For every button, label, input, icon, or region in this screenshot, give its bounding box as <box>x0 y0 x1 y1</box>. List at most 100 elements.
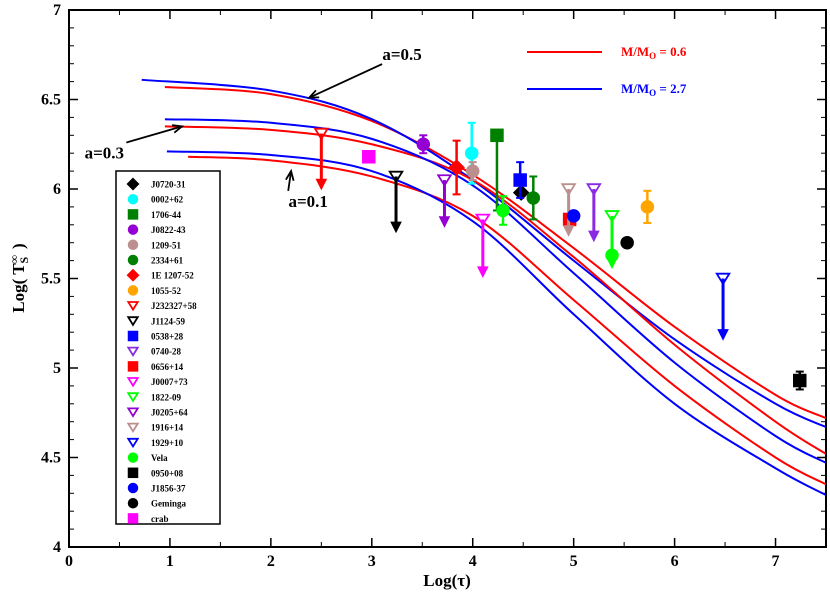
legend-label: J1856-37 <box>151 484 186 494</box>
annotation-arrowhead <box>172 124 185 134</box>
y-tick-label: 5.5 <box>41 271 61 288</box>
legend-marker <box>126 407 140 418</box>
legend-marker <box>127 482 139 494</box>
legend-marker <box>127 467 139 479</box>
annotation-label: a=0.3 <box>85 144 124 163</box>
y-axis-title: Log( TS∞ ) <box>7 243 31 312</box>
point-j0007-73 <box>474 213 491 227</box>
data-points <box>313 121 807 391</box>
upper-limit-arrowhead <box>477 266 489 279</box>
point-0002-62 <box>464 146 479 160</box>
mass-legend-label: M/MO = 2.7 <box>621 81 687 98</box>
legend-marker <box>127 452 139 463</box>
legend-label: 1706-44 <box>151 210 181 220</box>
legend-label: 0002+62 <box>151 195 184 205</box>
legend-marker <box>126 377 140 388</box>
point-1929-10 <box>715 272 731 286</box>
point-geminga <box>620 235 634 250</box>
y-tick-label: 7 <box>53 2 61 19</box>
point-1706-44 <box>490 128 504 143</box>
legend-marker <box>127 224 139 235</box>
legend: J0720-31 0002+62 1706-44 J0822-43 1209-51 233… <box>115 170 221 525</box>
x-axis-title: Log(τ) <box>423 571 471 590</box>
legend-marker <box>127 361 139 372</box>
model-curve <box>164 85 826 420</box>
legend-marker <box>127 497 139 509</box>
x-tick-label: 0 <box>65 553 73 570</box>
point-0950-08 <box>793 373 807 388</box>
model-curves <box>141 78 826 496</box>
legend-label: 1916+14 <box>151 423 184 433</box>
y-tick-label: 6 <box>53 181 61 198</box>
svg-text:Log( TS∞ ): Log( TS∞ ) <box>7 243 31 312</box>
legend-label: J1124-59 <box>151 316 186 326</box>
model-curve <box>166 150 826 496</box>
point-vela <box>605 248 619 262</box>
x-tick-label: 5 <box>570 553 578 570</box>
upper-limit-arrowhead <box>588 230 600 243</box>
upper-limit-arrowhead <box>562 225 575 237</box>
x-tick-label: 7 <box>772 553 780 570</box>
mass-legend: M/MO = 0.6 M/MO = 2.7 <box>527 44 687 98</box>
annotations: a=0.5 a=0.3 a=0.1 <box>85 45 422 211</box>
x-tick-label: 3 <box>368 553 376 570</box>
annotation-arrow <box>308 63 383 99</box>
model-curve <box>164 125 826 455</box>
legend-label: 1929+10 <box>151 438 184 448</box>
x-tick-label: 4 <box>469 553 477 570</box>
axis-ticks: 0 1 2 3 4 5 6 7 4 4.5 5 5.5 6 6.5 7 <box>41 2 826 570</box>
y-tick-label: 6.5 <box>41 92 61 109</box>
annotation-arrowhead <box>307 89 320 99</box>
legend-label: 1822-09 <box>151 392 181 402</box>
legend-marker <box>127 254 139 266</box>
model-curve <box>188 155 826 486</box>
point-j1856-37 <box>566 209 581 223</box>
x-tick-label: 1 <box>166 553 174 570</box>
x-tick-label: 6 <box>671 553 679 570</box>
y-tick-label: 5 <box>53 360 61 377</box>
legend-marker <box>126 301 140 312</box>
legend-marker <box>126 316 140 327</box>
legend-marker <box>127 193 139 205</box>
legend-marker <box>126 268 140 282</box>
legend-label: 1209-51 <box>151 240 181 250</box>
point-1916-14 <box>560 183 577 197</box>
annotation-arrow <box>126 125 183 144</box>
point-2334-61 <box>526 191 541 205</box>
point-1e-1207-52 <box>448 159 465 176</box>
point-0538-28 <box>513 173 527 187</box>
legend-marker <box>127 330 139 342</box>
legend-label: Vela <box>151 453 168 463</box>
legend-marker <box>126 177 140 191</box>
point-j0822-43 <box>416 137 431 151</box>
legend-label: J0007+73 <box>151 377 188 387</box>
upper-limit-arrowhead <box>315 178 328 191</box>
point-1822-09 <box>604 210 620 223</box>
legend-label: 1055-52 <box>151 286 181 296</box>
legend-marker <box>127 285 139 296</box>
point-0740-28 <box>585 183 602 197</box>
point-1055-52 <box>640 200 655 214</box>
legend-label: 0740-28 <box>151 347 181 357</box>
legend-marker <box>127 239 139 251</box>
legend-label: 0950+08 <box>151 468 184 478</box>
model-curve <box>141 78 826 428</box>
legend-marker <box>126 392 140 403</box>
legend-label: J0205+64 <box>151 408 188 418</box>
upper-limit-arrowhead <box>438 216 451 228</box>
point-j232327-58 <box>313 127 330 141</box>
legend-label: J0822-43 <box>151 225 186 235</box>
model-curve <box>164 118 826 464</box>
annotation-arrow <box>287 170 292 192</box>
x-tick-label: 2 <box>267 553 275 570</box>
point-j0205-64 <box>436 174 453 188</box>
legend-label: J232327+58 <box>151 301 197 311</box>
y-tick-label: 4.5 <box>41 450 61 467</box>
annotation-arrowhead <box>285 168 295 181</box>
y-tick-label: 4 <box>53 539 61 556</box>
legend-label: 0538+28 <box>151 332 184 342</box>
annotation-label: a=0.1 <box>288 192 327 211</box>
annotation-label: a=0.5 <box>382 45 421 64</box>
legend-marker <box>126 437 140 449</box>
